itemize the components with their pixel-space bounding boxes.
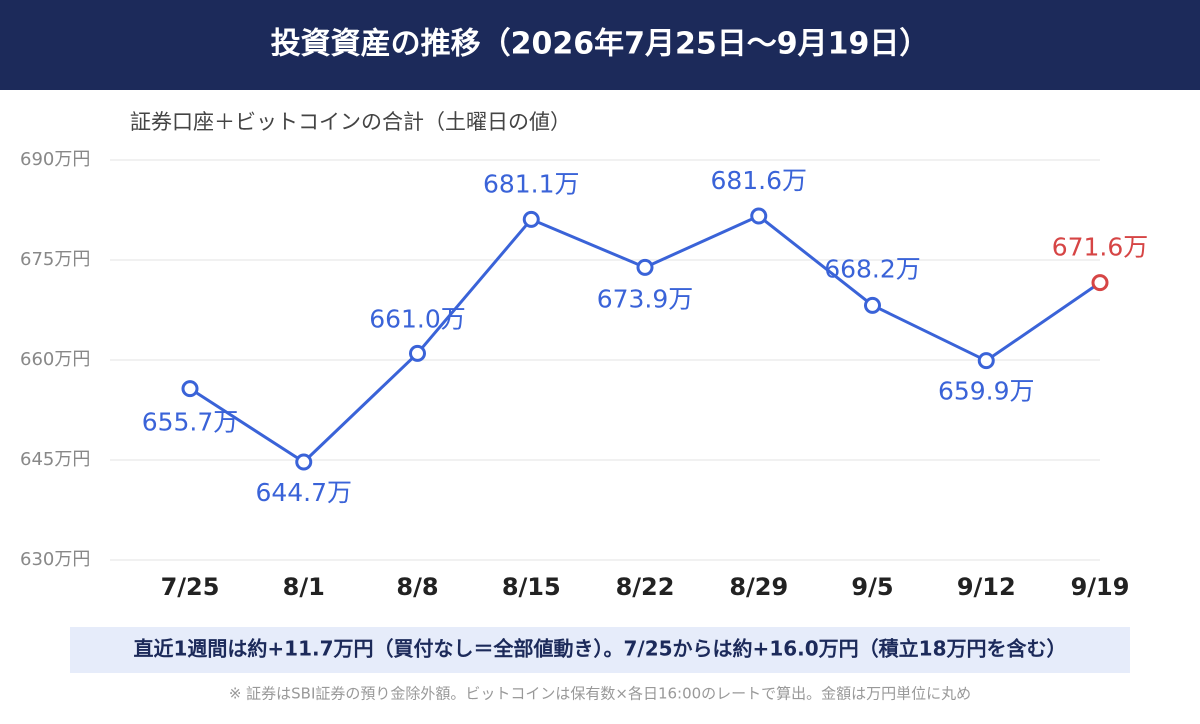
y-tick-label: 675万円: [20, 249, 90, 270]
point: [1091, 274, 1109, 292]
point: [295, 453, 313, 471]
point: [750, 207, 768, 225]
point: [977, 352, 995, 370]
value-label: 668.2万: [824, 254, 921, 283]
x-tick-label: 8/1: [283, 573, 325, 601]
value-label: 671.6万: [1052, 233, 1149, 262]
point: [864, 296, 881, 314]
point: [409, 344, 426, 362]
value-label: 655.7万: [142, 408, 239, 437]
point: [181, 380, 199, 398]
x-tick-label: 8/22: [616, 573, 675, 601]
note: 直近1週間は約+11.7万円（買付なし＝全部値動き）。7/25からは約+16.0…: [133, 637, 1066, 661]
header-band: [0, 0, 1200, 90]
point: [636, 258, 654, 276]
footnote: ※ 証券はSBI証券の預り金除外額。ビットコインは保有数×各日16:00のレート…: [229, 685, 971, 703]
value-label: 673.9万: [597, 284, 694, 313]
y-tick-label: 660万円: [20, 349, 90, 370]
subtitle: 証券口座＋ビットコインの合計（土曜日の値）: [130, 110, 571, 134]
y-tick-label: 630万円: [20, 549, 90, 570]
x-tick-label: 8/29: [729, 573, 788, 601]
value-label: 661.0万: [369, 304, 466, 333]
value-label: 644.7万: [255, 478, 352, 507]
x-tick-label: 9/19: [1071, 573, 1130, 601]
point: [522, 210, 540, 228]
series-line: [189, 214, 1101, 464]
title: 投資資産の推移（2026年7月25日〜9月19日）: [271, 27, 930, 62]
value-label: 681.6万: [710, 166, 807, 195]
x-tick-label: 7/25: [161, 573, 220, 601]
y-tick-label: 690万円: [20, 149, 90, 170]
value-label: 681.1万: [483, 169, 580, 198]
note-box: [70, 627, 1130, 673]
x-tick-label: 8/8: [396, 573, 438, 601]
value-label: 659.9万: [938, 377, 1035, 406]
y-tick-label: 645万円: [20, 449, 90, 470]
x-tick-label: 9/12: [957, 573, 1016, 601]
x-tick-label: 8/15: [502, 573, 561, 601]
x-tick-label: 9/5: [851, 573, 893, 601]
